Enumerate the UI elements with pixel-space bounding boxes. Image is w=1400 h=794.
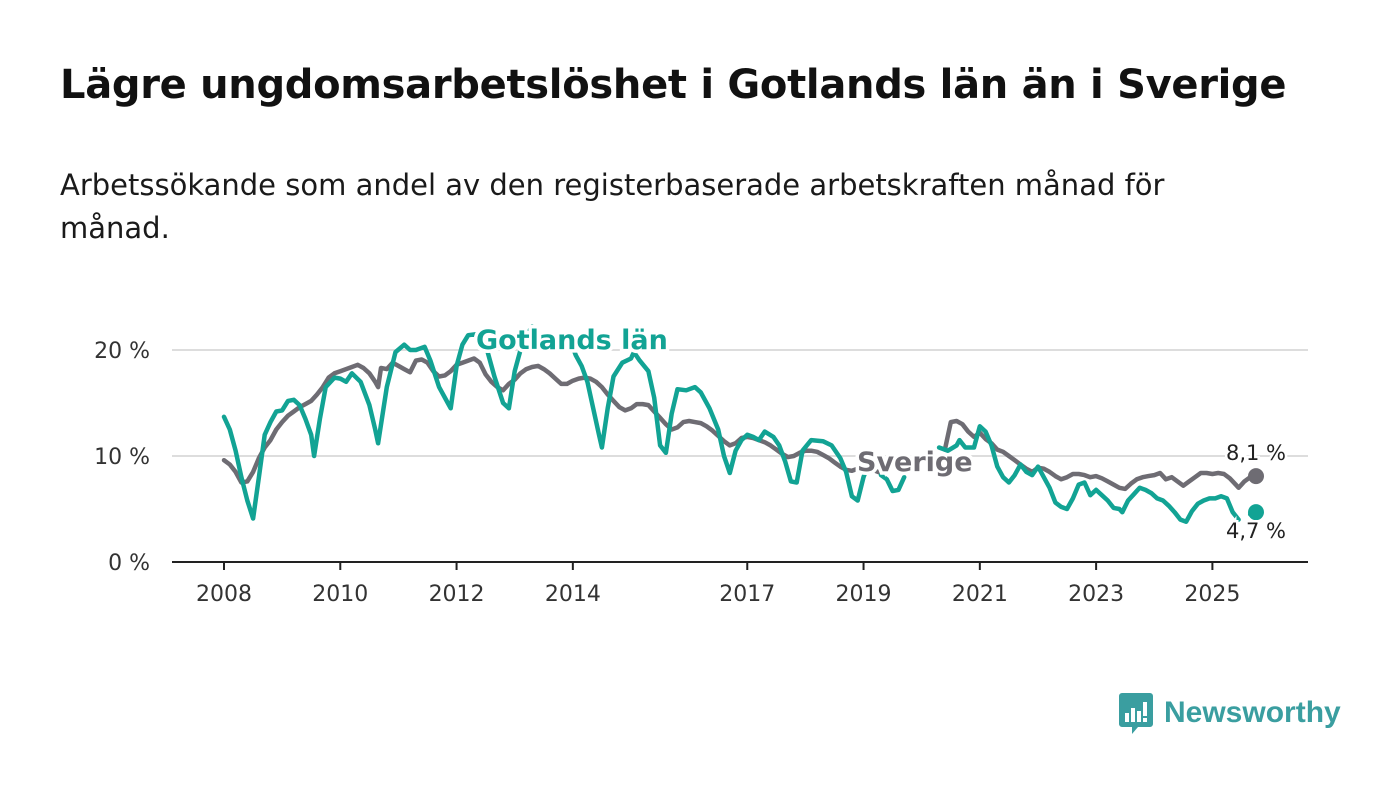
brand-name: Newsworthy <box>1164 696 1341 729</box>
newsworthy-icon <box>1119 693 1153 734</box>
newsworthy-logo: Newsworthy <box>1118 690 1341 736</box>
series-lines <box>221 324 1264 524</box>
x-tick-label: 2010 <box>312 582 368 607</box>
x-tick-label: 2025 <box>1184 582 1240 607</box>
x-tick-label: 2012 <box>429 582 485 607</box>
series-labels: 8,1 % 4,7 % Gotlands län Sverige <box>473 322 1289 546</box>
axes: 0 % 10 % 20 % 2008 2010 2012 2014 2017 2019 2021 2… <box>94 339 1308 607</box>
gotland-series-label: Gotlands län <box>476 325 668 356</box>
x-tick-label: 2014 <box>545 582 601 607</box>
sverige-line <box>870 466 884 476</box>
y-tick-label: 0 % <box>108 551 150 576</box>
x-tick-label: 2023 <box>1068 582 1124 607</box>
gotland-end-marker <box>1248 504 1264 521</box>
gotland-line <box>936 424 1241 524</box>
x-tick-label: 2017 <box>719 582 775 607</box>
sverige-end-label: 8,1 % <box>1226 441 1286 465</box>
sverige-series-label: Sverige <box>857 447 973 478</box>
y-tick-label: 20 % <box>94 339 150 364</box>
gotland-line <box>221 324 541 521</box>
chart-title: Lägre ungdomsarbetslöshet i Gotlands län… <box>60 62 1287 108</box>
sverige-line <box>942 418 1256 492</box>
y-tick-label: 10 % <box>94 445 150 470</box>
gotland-line <box>567 337 872 503</box>
chart-subtitle: Arbetssökande som andel av den registerb… <box>60 168 1165 245</box>
x-tick-label: 2021 <box>952 582 1008 607</box>
x-tick-label: 2008 <box>196 582 252 607</box>
gotland-end-label: 4,7 % <box>1226 519 1286 543</box>
x-tick-label: 2019 <box>836 582 892 607</box>
gridlines <box>172 349 1308 457</box>
gotland-line <box>878 472 907 494</box>
sverige-end-marker <box>1248 468 1264 485</box>
